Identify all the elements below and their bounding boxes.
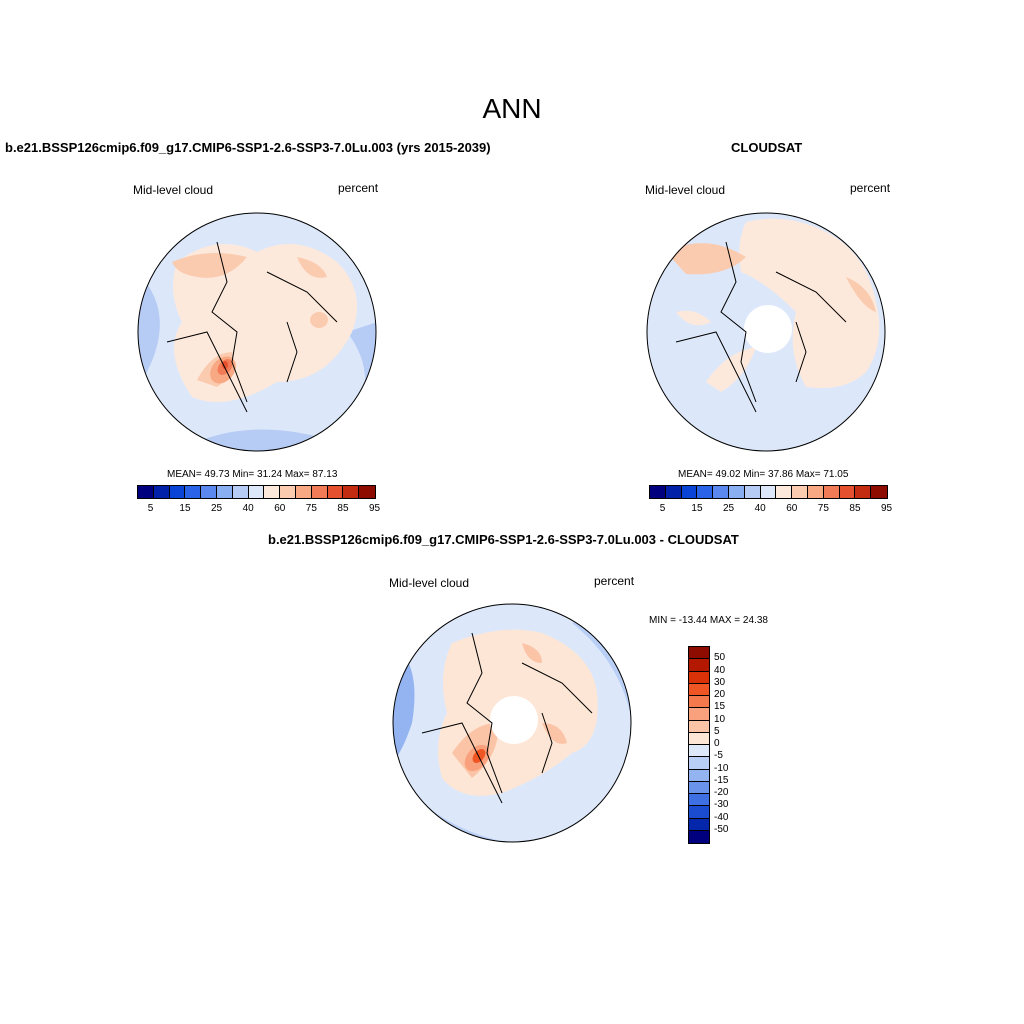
season-title: ANN xyxy=(482,93,542,124)
colorbar-swatch xyxy=(689,708,709,721)
panel2-title: CLOUDSAT xyxy=(731,140,803,155)
colorbar-tick-label: -20 xyxy=(714,787,729,798)
colorbar-tick-label: 60 xyxy=(274,503,286,514)
panel3-stats: MIN = -13.44 MAX = 24.38 xyxy=(649,615,768,626)
colorbar-swatch xyxy=(264,486,281,498)
colorbar-tick-label: 0 xyxy=(714,738,720,749)
panel3-colorbar xyxy=(688,646,710,844)
colorbar-tick-label: 25 xyxy=(211,503,223,514)
panel2-colorbar xyxy=(649,485,888,499)
panel3-title: b.e21.BSSP126cmip6.f09_g17.CMIP6-SSP1-2.… xyxy=(268,532,739,547)
colorbar-tick-label: 15 xyxy=(691,503,703,514)
panel3-variable: Mid-level cloud xyxy=(389,576,470,590)
colorbar-tick-label: 40 xyxy=(754,503,766,514)
colorbar-swatch xyxy=(689,794,709,807)
colorbar-swatch xyxy=(728,486,745,498)
colorbar-tick-label: -50 xyxy=(714,823,729,835)
colorbar-tick-label: -30 xyxy=(714,799,729,811)
colorbar-tick-label: 25 xyxy=(723,503,735,514)
colorbar-swatch xyxy=(689,732,709,745)
colorbar-tick-label: 10 xyxy=(714,713,726,725)
colorbar-swatch xyxy=(713,486,729,498)
colorbar-swatch xyxy=(169,486,186,498)
colorbar-swatch xyxy=(153,486,170,498)
colorbar-swatch xyxy=(359,486,375,498)
colorbar-tick-label: 60 xyxy=(786,503,798,514)
colorbar-swatch xyxy=(232,486,249,498)
colorbar-swatch xyxy=(689,781,709,794)
colorbar-swatch xyxy=(855,486,872,498)
colorbar-swatch xyxy=(689,696,709,709)
colorbar-tick-label: 40 xyxy=(714,664,726,676)
colorbar-tick-label: 50 xyxy=(714,652,726,664)
colorbar-swatch xyxy=(311,486,328,498)
colorbar-swatch xyxy=(689,683,709,696)
colorbar-tick-label: 85 xyxy=(849,503,861,514)
colorbar-swatch xyxy=(823,486,840,498)
panel2-units: percent xyxy=(850,181,891,195)
colorbar-swatch xyxy=(295,486,312,498)
colorbar-swatch xyxy=(681,486,698,498)
colorbar-tick-label: 5 xyxy=(659,503,666,514)
colorbar-tick-label: -15 xyxy=(714,774,729,786)
colorbar-swatch xyxy=(138,486,154,498)
colorbar-swatch xyxy=(839,486,856,498)
colorbar-tick-label: -5 xyxy=(714,750,723,762)
colorbar-swatch xyxy=(327,486,344,498)
colorbar-tick-label: 40 xyxy=(242,503,254,514)
panel3-polar-map xyxy=(392,603,632,843)
colorbar-tick-label: 5 xyxy=(147,503,154,514)
colorbar-swatch xyxy=(280,486,296,498)
panel2-polar-map xyxy=(646,212,886,452)
colorbar-swatch xyxy=(697,486,714,498)
panel2-variable: Mid-level cloud xyxy=(645,183,726,197)
colorbar-tick-label: 20 xyxy=(714,689,726,700)
colorbar-swatch xyxy=(650,486,666,498)
panel3-units: percent xyxy=(594,574,635,588)
colorbar-tick-label: 75 xyxy=(305,503,317,514)
colorbar-swatch xyxy=(689,769,709,782)
colorbar-swatch xyxy=(807,486,824,498)
panel1-colorbar xyxy=(137,485,376,499)
colorbar-tick-label: 95 xyxy=(369,503,381,514)
colorbar-swatch xyxy=(216,486,233,498)
colorbar-tick-label: 15 xyxy=(179,503,191,514)
colorbar-swatch xyxy=(689,745,709,758)
colorbar-swatch xyxy=(689,830,709,843)
colorbar-swatch xyxy=(689,757,709,770)
colorbar-swatch xyxy=(665,486,682,498)
colorbar-swatch xyxy=(185,486,202,498)
panel1-units: percent xyxy=(338,181,379,195)
colorbar-swatch xyxy=(871,486,887,498)
colorbar-swatch xyxy=(776,486,793,498)
colorbar-tick-label: -40 xyxy=(714,811,729,823)
colorbar-swatch xyxy=(689,818,709,831)
panel2-stats: MEAN= 49.02 Min= 37.86 Max= 71.05 xyxy=(678,469,849,480)
colorbar-swatch xyxy=(792,486,808,498)
colorbar-tick-label: 95 xyxy=(881,503,893,514)
colorbar-tick-label: 85 xyxy=(337,503,349,514)
colorbar-tick-label: 30 xyxy=(714,676,726,688)
panel1-variable: Mid-level cloud xyxy=(133,183,214,197)
colorbar-swatch xyxy=(248,486,265,498)
colorbar-swatch xyxy=(689,659,709,672)
colorbar-tick-label: 15 xyxy=(714,701,726,713)
panel1-polar-map xyxy=(137,212,377,452)
colorbar-swatch xyxy=(689,720,709,733)
panel1-title: b.e21.BSSP126cmip6.f09_g17.CMIP6-SSP1-2.… xyxy=(5,140,491,155)
colorbar-swatch xyxy=(689,647,709,660)
colorbar-swatch xyxy=(744,486,761,498)
colorbar-tick-label: -10 xyxy=(714,762,729,774)
colorbar-swatch xyxy=(343,486,360,498)
panel1-stats: MEAN= 49.73 Min= 31.24 Max= 87.13 xyxy=(167,469,338,480)
colorbar-tick-label: 75 xyxy=(817,503,829,514)
colorbar-swatch xyxy=(760,486,777,498)
colorbar-swatch xyxy=(689,806,709,819)
colorbar-tick-label: 5 xyxy=(714,725,720,737)
colorbar-swatch xyxy=(201,486,217,498)
colorbar-swatch xyxy=(689,671,709,684)
